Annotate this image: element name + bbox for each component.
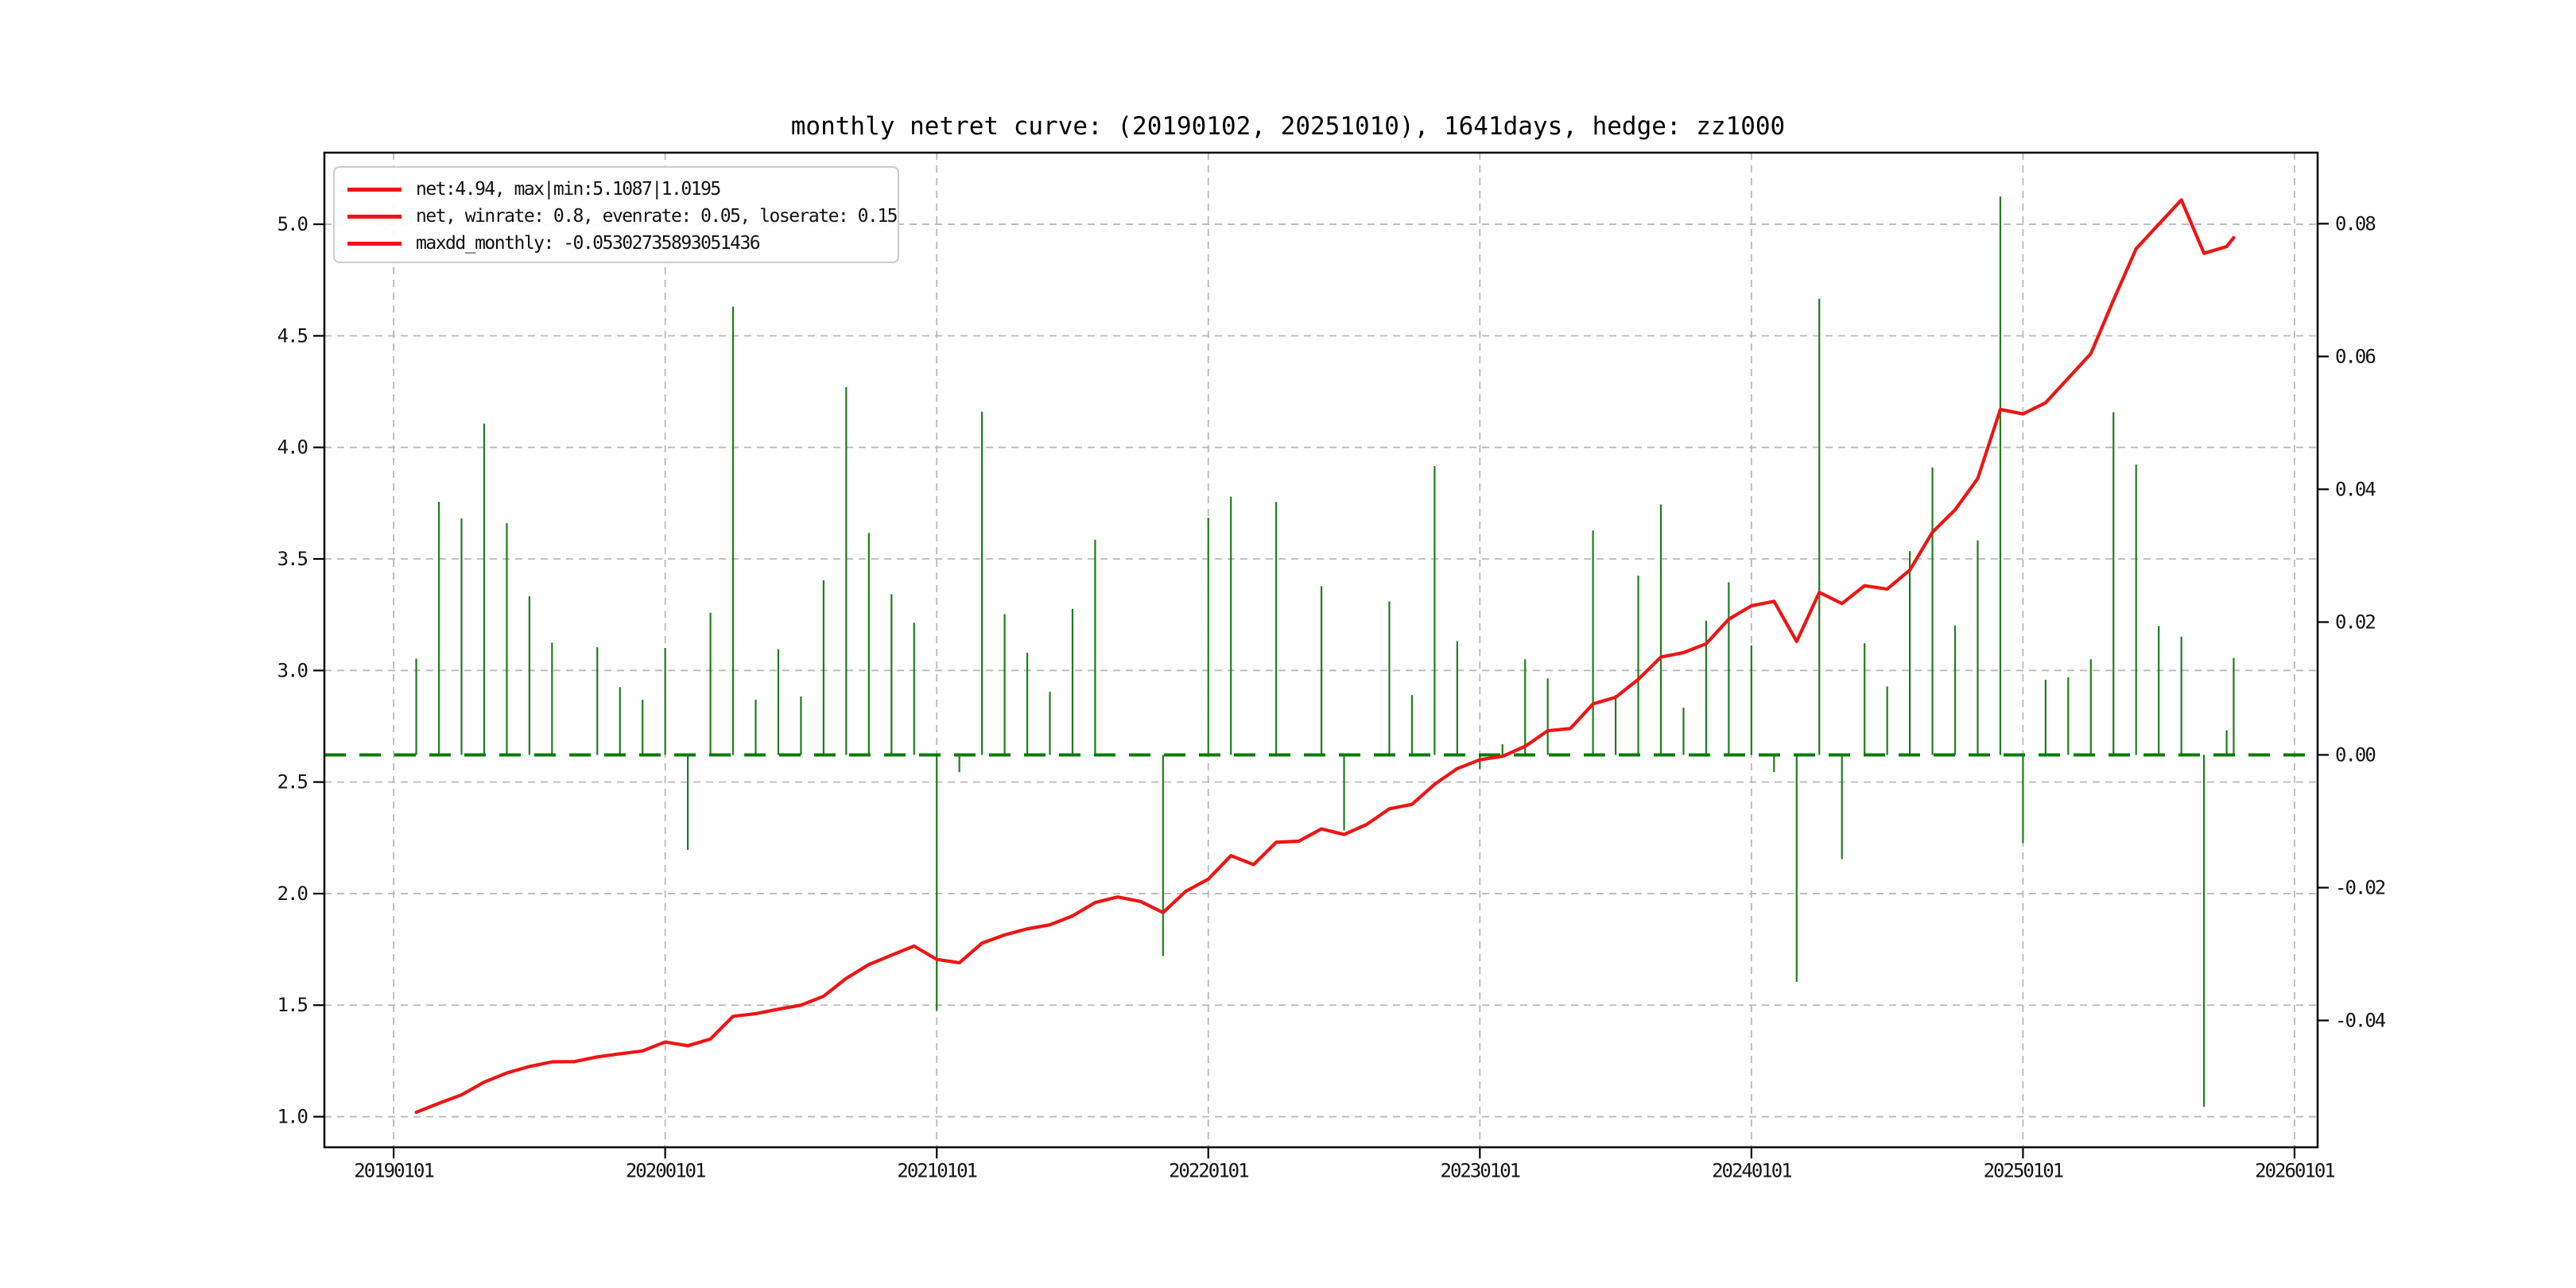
x-tick-label: 20240101 [1712,1160,1791,1182]
red-line-swatch-icon [347,241,402,246]
right-y-tick-label: 0.04 [2335,478,2376,500]
x-tick-label: 20210101 [897,1160,976,1182]
red-line-swatch-icon [347,187,402,192]
right-y-tick-label: -0.04 [2335,1009,2386,1031]
x-tick-label: 20230101 [1441,1160,1520,1182]
left-y-tick-label: 4.5 [277,324,308,347]
left-y-tick-label: 2.0 [277,883,308,905]
x-tick-label: 20260101 [2255,1160,2334,1182]
left-y-tick-label: 4.0 [277,436,308,459]
left-y-tick-label: 1.0 [277,1106,308,1128]
right-y-tick-label: 0.00 [2335,743,2375,766]
x-tick-label: 20200101 [626,1160,705,1182]
left-y-tick-label: 5.0 [277,213,308,235]
left-y-tick-label: 3.5 [277,548,308,570]
legend-label: maxdd_monthly: -0.05302735893051436 [416,233,761,254]
right-y-tick-label: 0.02 [2335,611,2375,633]
legend: net:4.94, max|min:5.1087|1.0195 net, win… [333,166,899,263]
plot-border [323,151,2319,1149]
legend-label: net, winrate: 0.8, evenrate: 0.05, loser… [416,206,898,227]
left-y-tick-label: 1.5 [277,994,308,1016]
right-y-tick-label: 0.06 [2335,345,2375,367]
legend-item-net: net:4.94, max|min:5.1087|1.0195 [347,176,898,203]
left-y-tick-label: 2.5 [277,771,308,793]
red-line-swatch-icon [347,214,402,219]
chart-title: monthly netret curve: (20190102, 2025101… [790,112,1786,141]
x-tick-label: 20220101 [1169,1160,1248,1182]
x-tick-label: 20250101 [1984,1160,2063,1182]
left-y-tick-label: 3.0 [277,659,308,681]
legend-label: net:4.94, max|min:5.1087|1.0195 [416,179,721,200]
legend-item-winrate: net, winrate: 0.8, evenrate: 0.05, loser… [347,203,898,230]
right-y-tick-label: -0.02 [2335,876,2385,898]
x-tick-label: 20190101 [354,1160,433,1182]
net-curve [414,198,2236,1115]
legend-item-maxdd: maxdd_monthly: -0.05302735893051436 [347,230,898,257]
right-y-tick-label: 0.08 [2335,212,2375,235]
